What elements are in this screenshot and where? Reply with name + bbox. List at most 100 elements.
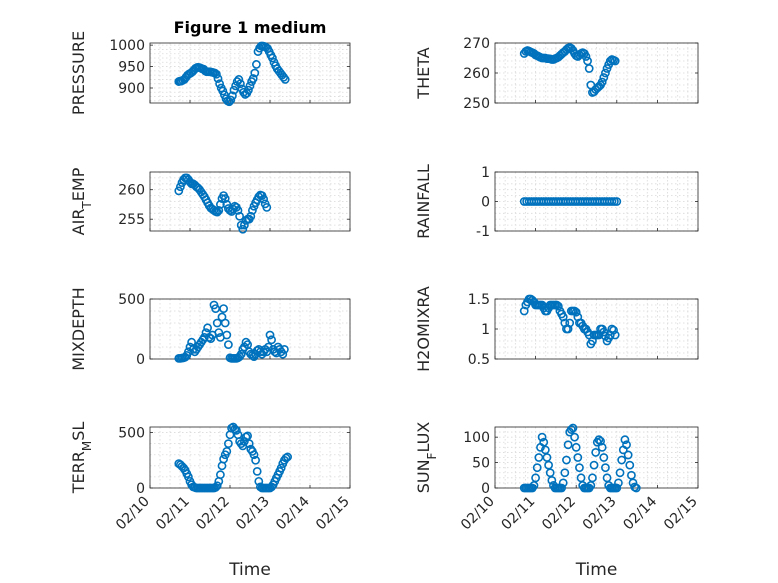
data-point (246, 211, 256, 221)
x-tick-label: 02/15 (313, 494, 353, 534)
data-point (251, 60, 261, 69)
y-tick-label: 260 (463, 66, 490, 82)
data-point (219, 304, 228, 313)
data-point (558, 312, 568, 322)
x-tick-label: 02/14 (620, 493, 660, 533)
data-point (601, 463, 610, 473)
y-axis-label: MIXDEPTH (69, 287, 88, 370)
data-point (262, 202, 272, 212)
data-point (558, 478, 568, 488)
data-point (243, 85, 253, 95)
data-point (231, 425, 241, 435)
y-tick-label: 100 (463, 430, 490, 446)
data-point (226, 95, 236, 105)
y-tick-label: 950 (118, 60, 145, 76)
y-tick-label: 50 (472, 456, 490, 472)
data-point (219, 454, 228, 464)
data-point (283, 452, 292, 462)
data-point (212, 481, 222, 491)
y-axis-label: THETA (414, 47, 433, 99)
data-point (254, 476, 264, 486)
data-point (625, 460, 635, 470)
x-tick-label: 02/14 (273, 493, 313, 533)
data-point (609, 325, 618, 335)
data-point (223, 340, 233, 349)
data-point (612, 483, 622, 493)
y-axis-label: AIRTEMP (69, 167, 94, 235)
data-point (571, 307, 581, 317)
data-point (213, 74, 223, 83)
y-axis-label: TERRMSL (69, 422, 94, 495)
y-tick-label: 0 (136, 481, 145, 497)
x-axis-label: Time (575, 560, 618, 580)
y-axis-label: SUNFLUX (414, 422, 439, 494)
data-point (591, 448, 601, 457)
y-axis-label: PRESSURE (69, 31, 88, 115)
data-point (220, 194, 230, 203)
y-tick-label: 260 (118, 183, 145, 199)
data-point (235, 211, 244, 221)
data-point (599, 73, 609, 82)
subplot-airtemp: 255 260 AIRTEMP (69, 167, 351, 235)
data-point (615, 468, 625, 478)
data-point (594, 435, 604, 445)
data-point (215, 470, 225, 480)
data-point (267, 335, 276, 345)
data-point (557, 483, 566, 493)
y-tick-label: 270 (463, 36, 490, 52)
subplot-pressure: 900 950 1000 PRESSURE Figure 1 medium (69, 18, 351, 115)
axes-box (494, 426, 699, 489)
data-point (589, 460, 599, 470)
data-point (214, 328, 224, 337)
data-point (276, 463, 286, 473)
y-tick-label: 0.5 (468, 352, 490, 368)
data-point (222, 446, 232, 456)
subplot-mixdepth: 0 500 MIXDEPTH (69, 287, 351, 371)
x-tick-label: 02/10 (458, 494, 498, 534)
data-point (531, 473, 540, 483)
data-point (211, 69, 221, 79)
data-point (187, 337, 196, 347)
data-point (183, 472, 193, 482)
x-tick-label: 02/12 (539, 494, 579, 534)
subplot-theta: 250 260 270 THETA (414, 36, 699, 112)
data-point (259, 194, 268, 204)
data-point (214, 205, 224, 215)
data-point (563, 324, 573, 334)
data-point (547, 475, 557, 485)
x-tick-label: 02/11 (153, 494, 193, 534)
y-tick-label: -1 (476, 224, 490, 240)
y-tick-label: 0 (481, 195, 490, 211)
data-point (563, 440, 573, 450)
data-point (245, 81, 255, 91)
data-point (243, 431, 252, 441)
data-point (227, 91, 237, 101)
data-point (212, 207, 222, 217)
y-axis-label: RAINFALL (414, 164, 433, 239)
data-point (280, 75, 290, 84)
data-point (560, 468, 570, 478)
subplot-h2omixra: 0.5 1 1.5 H2OMIXRA (414, 286, 699, 372)
data-point (588, 473, 597, 483)
data-point (222, 330, 232, 340)
data-point (631, 483, 641, 493)
data-point (620, 435, 630, 445)
data-point (229, 85, 239, 95)
data-point (575, 463, 584, 473)
axes-box (149, 171, 351, 232)
data-point (597, 442, 607, 452)
axes-box (149, 42, 351, 104)
data-point (236, 220, 246, 230)
y-tick-label: 0 (136, 352, 145, 368)
data-point (601, 68, 610, 78)
data-point (235, 79, 245, 89)
data-point (581, 52, 591, 61)
y-tick-label: 1 (481, 322, 490, 338)
subplot-rainfall: -1 0 1 RAINFALL (414, 164, 699, 240)
y-tick-label: 500 (118, 426, 145, 442)
chart-title: Figure 1 medium (174, 18, 327, 37)
data-point (612, 197, 622, 206)
data-point (175, 182, 185, 192)
